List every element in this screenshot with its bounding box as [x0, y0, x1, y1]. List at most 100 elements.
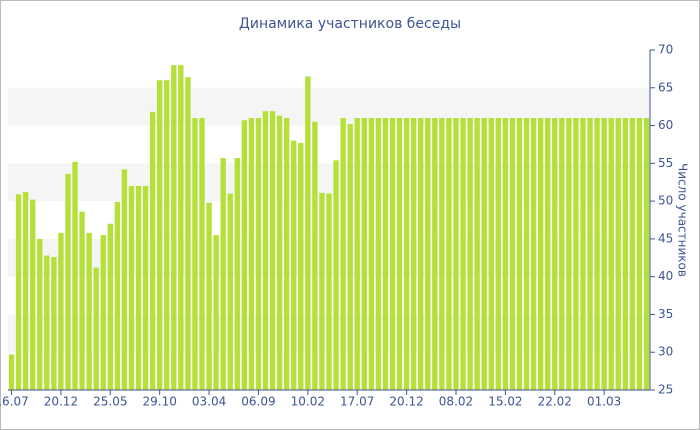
- bar: [276, 115, 283, 390]
- bar: [51, 257, 57, 390]
- bar: [142, 186, 149, 390]
- bar: [446, 118, 452, 390]
- bar: [22, 192, 29, 390]
- bar: [319, 192, 325, 390]
- bar: [326, 193, 332, 390]
- bar: [410, 118, 417, 390]
- bar: [114, 201, 121, 390]
- y-tick-label: 70: [658, 43, 673, 57]
- bar: [199, 118, 205, 390]
- bar: [418, 118, 424, 390]
- bar: [552, 118, 558, 390]
- bar: [44, 255, 50, 390]
- bar: [298, 142, 304, 390]
- bar: [283, 118, 290, 390]
- y-tick-label: 45: [658, 231, 673, 245]
- bar: [241, 120, 248, 391]
- bar: [37, 238, 43, 390]
- bar: [312, 121, 318, 391]
- bar: [128, 186, 135, 390]
- x-tick-label: 25.05: [93, 395, 127, 409]
- bar: [178, 65, 184, 390]
- bar: [537, 118, 544, 390]
- bar: [495, 118, 501, 390]
- bar: [8, 354, 15, 390]
- bar: [594, 118, 600, 390]
- bar: [135, 186, 142, 390]
- y-tick-label: 35: [658, 307, 673, 321]
- bar: [488, 118, 494, 390]
- bar: [573, 118, 579, 390]
- x-tick-label: 16.07: [0, 395, 29, 409]
- bar: [72, 161, 78, 390]
- bar: [629, 118, 636, 390]
- x-tick-label: 20.12: [44, 395, 78, 409]
- x-tick-label: 08.02: [439, 395, 473, 409]
- y-tick-label: 40: [658, 269, 673, 283]
- bar: [432, 118, 438, 390]
- bar: [164, 80, 170, 390]
- bar: [192, 118, 198, 390]
- x-tick-label: 10.02: [291, 395, 325, 409]
- bar: [206, 202, 212, 390]
- bar: [587, 118, 593, 390]
- bar: [291, 140, 297, 390]
- y-tick-label: 50: [658, 194, 673, 208]
- bar: [559, 118, 565, 390]
- bar: [516, 118, 523, 390]
- y-tick-label: 60: [658, 118, 673, 132]
- bar: [389, 118, 396, 390]
- bar: [622, 118, 628, 390]
- bar: [439, 118, 445, 390]
- bar: [530, 118, 537, 390]
- y-tick-label: 25: [658, 383, 673, 397]
- bar: [347, 124, 353, 391]
- x-tick-label: 17.07: [340, 395, 374, 409]
- bar: [403, 118, 410, 390]
- bar: [566, 118, 572, 390]
- bar: [305, 76, 311, 390]
- bar: [580, 118, 586, 390]
- bar: [30, 199, 36, 390]
- x-tick-label: 06.09: [241, 395, 275, 409]
- bar: [354, 118, 360, 390]
- bar: [523, 118, 530, 390]
- bar: [58, 232, 64, 390]
- bar: [100, 235, 106, 390]
- bar: [474, 118, 480, 390]
- bar: [227, 193, 233, 390]
- bar: [368, 118, 375, 390]
- x-tick-label: 20.12: [389, 395, 423, 409]
- y-axis-label: Число участников: [676, 163, 690, 277]
- bar: [425, 118, 431, 390]
- chart-title: Динамика участников беседы: [239, 16, 461, 32]
- bar: [157, 80, 163, 390]
- x-tick-label: 22.02: [538, 395, 572, 409]
- bar: [149, 111, 156, 390]
- bar: [382, 118, 389, 390]
- y-tick-label: 30: [658, 345, 673, 359]
- bar: [460, 118, 466, 390]
- bar: [636, 118, 643, 390]
- bar: [234, 158, 240, 390]
- bar: [481, 118, 487, 390]
- bar: [185, 77, 191, 390]
- bar: [608, 118, 614, 390]
- x-tick-label: 15.02: [488, 395, 522, 409]
- bar: [65, 173, 71, 390]
- bar: [502, 118, 509, 390]
- bar: [220, 158, 226, 390]
- y-tick-label: 55: [658, 156, 673, 170]
- bar: [248, 118, 255, 390]
- bar: [213, 235, 219, 390]
- bar: [361, 118, 367, 390]
- bar: [509, 118, 516, 390]
- bar: [255, 118, 262, 390]
- x-tick-label: 01.03: [587, 395, 621, 409]
- bar: [615, 118, 621, 390]
- x-tick-label: 03.04: [192, 395, 226, 409]
- bar: [545, 118, 551, 390]
- x-tick-label: 29.10: [143, 395, 177, 409]
- bar: [262, 111, 269, 390]
